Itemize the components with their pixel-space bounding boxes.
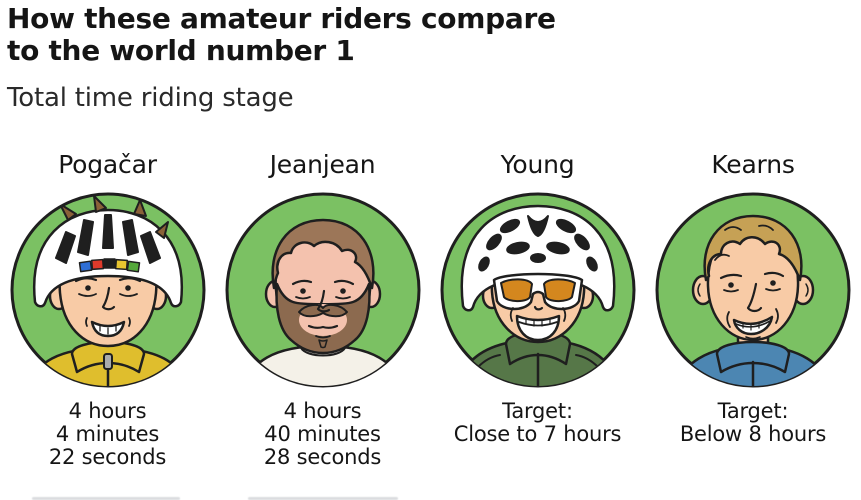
jeanjean-hair [271,218,374,290]
rider-column-jeanjean: Jeanjean [215,140,430,469]
rider-column-young: Young [430,140,645,469]
result-line: 4 hours [283,399,362,423]
rider-result: Target: Below 8 hours [679,399,827,446]
header: How these amateur riders compare to the … [7,2,556,114]
rider-result: 4 hours 4 minutes 22 seconds [49,400,166,469]
result-line: Below 8 hours [679,422,827,446]
title-line-2: to the world number 1 [7,34,355,68]
rider-result: 4 hours 40 minutes 28 seconds [264,400,381,469]
pogacar-helmet [32,195,183,308]
kearns-features [719,271,785,340]
rider-name: Pogačar [58,149,157,179]
result-line: 4 minutes [55,422,160,446]
champion-stripes [78,258,140,273]
young-helmet [460,204,615,312]
pogacar-features [74,277,141,338]
rider-name: Jeanjean [269,149,376,179]
rider-avatar-pogacar [10,192,205,388]
rider-result: Target: Close to 7 hours [454,400,622,446]
rider-column-pogacar: Pogačar [0,140,215,469]
rider-name: Young [500,149,575,179]
title-line-1: How these amateur riders compare [7,2,556,35]
rider-name: Kearns [711,149,795,179]
riders-row: Pogačar [0,140,861,469]
jeanjean-features [291,279,354,339]
result-line: Target: [502,399,573,423]
chart-subtitle: Total time riding stage [7,83,294,114]
result-line: 40 minutes [264,422,381,446]
jeanjean-beard [274,282,371,355]
result-line: 4 hours [68,399,147,423]
young-sunglasses [492,272,583,311]
page-title: How these amateur riders compare to the … [7,2,556,68]
rider-avatar-jeanjean [225,192,420,388]
pogacar-hair-tufts [58,195,169,239]
result-line: Close to 7 hours [453,422,622,446]
cropped-text-remnant [248,497,398,500]
cropped-text-remnant [32,497,180,500]
rider-avatar-young [440,192,635,388]
rider-column-kearns: Kearns [645,140,861,469]
result-line: 28 seconds [263,445,382,469]
result-line: Target: [717,399,789,423]
result-line: 22 seconds [48,445,167,469]
rider-avatar-kearns [655,192,851,388]
kearns-hair [703,214,803,282]
young-features [509,305,566,342]
